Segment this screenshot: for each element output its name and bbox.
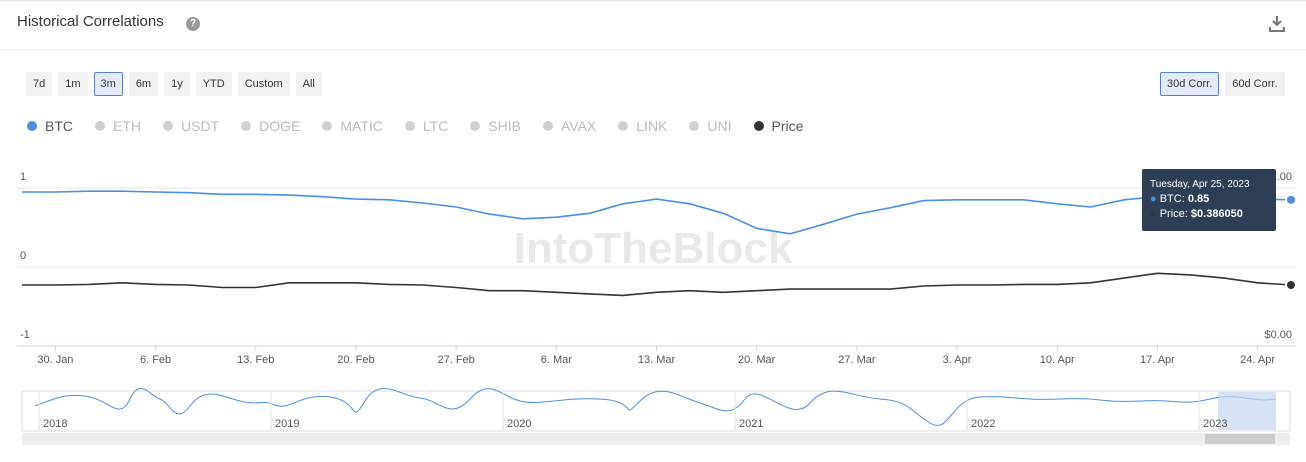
x-tick-label: 13. Mar xyxy=(638,354,676,366)
button[interactable]: 7d xyxy=(26,72,53,96)
legend-marker xyxy=(404,121,415,131)
button[interactable]: Custom xyxy=(237,72,290,96)
legend-label: BTC xyxy=(45,118,73,134)
legend-label: DOGE xyxy=(259,118,301,134)
legend-item[interactable]: MATIC xyxy=(322,118,383,134)
legend-item[interactable]: DOGE xyxy=(241,118,300,134)
corr-buttons: 30d Corr. 60d Corr. xyxy=(1160,72,1285,96)
tooltip-label: BTC: xyxy=(1159,193,1188,205)
watermark: IntoTheBlock xyxy=(514,224,793,273)
button[interactable]: 1m xyxy=(58,72,88,96)
download-icon[interactable] xyxy=(1267,14,1287,34)
series-line xyxy=(22,190,1292,235)
x-tick-label: 13. Feb xyxy=(237,354,274,366)
x-tick-label: 20. Feb xyxy=(337,354,374,366)
series-line xyxy=(22,272,1292,297)
legend-item[interactable]: BTC xyxy=(27,118,73,134)
range-buttons: 7d 1m 3m 6m 1y YTD Custom All xyxy=(26,72,322,96)
button[interactable]: YTD xyxy=(195,72,232,96)
legend-marker xyxy=(322,121,333,131)
hover-marker xyxy=(1285,193,1297,206)
legend-label: LINK xyxy=(636,118,668,134)
legend-marker xyxy=(163,121,173,131)
legend-label: MATIC xyxy=(340,118,383,134)
scroll-thumb[interactable] xyxy=(1205,434,1275,444)
navigator-year: 2019 xyxy=(275,418,299,430)
navigator-year: 2023 xyxy=(1203,418,1227,430)
tooltip-value: $0.386050 xyxy=(1190,208,1243,220)
legend-label: UNI xyxy=(707,118,732,134)
legend-marker xyxy=(753,121,764,131)
legend-label: AVAX xyxy=(560,118,597,134)
y2-tick-label: $0.00 xyxy=(1264,329,1292,341)
x-tick-label: 20. Mar xyxy=(738,354,776,366)
tooltip-title: Tuesday, Apr 25, 2023 xyxy=(1150,179,1250,190)
x-tick-label: 6. Feb xyxy=(140,354,171,366)
tooltip: Tuesday, Apr 25, 2023 ● BTC: 0.85 ● Pric… xyxy=(1142,169,1276,231)
navigator-selection[interactable] xyxy=(1218,392,1276,430)
button[interactable]: 6m xyxy=(128,72,159,96)
tooltip-value: 0.85 xyxy=(1187,193,1210,205)
tooltip-row: ● BTC: 0.85 xyxy=(1150,193,1210,205)
button[interactable]: 3m xyxy=(93,72,123,96)
legend-item[interactable]: AVAX xyxy=(542,118,597,134)
legend-marker xyxy=(618,121,629,131)
scrollbar[interactable] xyxy=(22,433,1290,445)
tooltip-label: Price: xyxy=(1159,208,1191,220)
navigator-year: 2020 xyxy=(507,418,531,430)
x-tick-label: 30. Jan xyxy=(37,354,73,366)
y-tick-label: 1 xyxy=(20,171,26,183)
x-tick-label: 3. Apr xyxy=(943,354,972,366)
legend-marker xyxy=(470,121,481,131)
legend-item[interactable]: UNI xyxy=(689,118,732,134)
legend-item[interactable]: ETH xyxy=(95,118,141,134)
x-tick-label: 10. Apr xyxy=(1040,354,1075,366)
navigator-year: 2021 xyxy=(739,418,763,430)
legend-item[interactable]: SHIB xyxy=(470,118,521,134)
x-tick-label: 27. Feb xyxy=(437,354,474,366)
legend-marker xyxy=(241,121,252,131)
y-tick-label: 0 xyxy=(20,250,26,262)
legend-item[interactable]: LTC xyxy=(404,118,449,134)
legend-marker xyxy=(95,121,105,131)
tooltip-row: ● Price: $0.386050 xyxy=(1150,208,1243,220)
legend: BTC ETH USDT DOGE MATIC LTC SHIB AVAX LINK UNI Pri… xyxy=(27,118,803,134)
button[interactable]: All xyxy=(295,72,322,96)
hover-marker xyxy=(1285,279,1297,292)
navigator-year: 2018 xyxy=(43,418,67,430)
legend-marker xyxy=(27,121,37,131)
button[interactable]: 60d Corr. xyxy=(1225,72,1285,96)
legend-item[interactable]: LINK xyxy=(618,118,667,134)
legend-label: USDT xyxy=(181,118,220,134)
legend-label: ETH xyxy=(113,118,141,134)
x-tick-label: 6. Mar xyxy=(541,354,573,366)
legend-marker xyxy=(689,121,700,131)
button[interactable]: 30d Corr. xyxy=(1160,72,1220,96)
x-tick-label: 17. Apr xyxy=(1140,354,1175,366)
navigator-year: 2022 xyxy=(971,418,995,430)
navigator-line xyxy=(34,388,1277,426)
x-tick-label: 24. Apr xyxy=(1240,354,1275,366)
help-icon[interactable]: ? xyxy=(186,17,200,31)
separator xyxy=(0,49,1306,50)
legend-label: LTC xyxy=(422,118,449,134)
legend-item[interactable]: USDT xyxy=(163,118,219,134)
legend-marker xyxy=(542,121,553,131)
y-tick-label: -1 xyxy=(20,329,30,341)
legend-label: SHIB xyxy=(488,118,521,134)
legend-item[interactable]: Price xyxy=(753,118,804,134)
navigator xyxy=(21,390,1291,432)
x-tick-label: 27. Mar xyxy=(838,354,876,366)
legend-label: Price xyxy=(771,118,804,134)
button[interactable]: 1y xyxy=(164,72,190,96)
title: Historical Correlations xyxy=(17,13,164,30)
